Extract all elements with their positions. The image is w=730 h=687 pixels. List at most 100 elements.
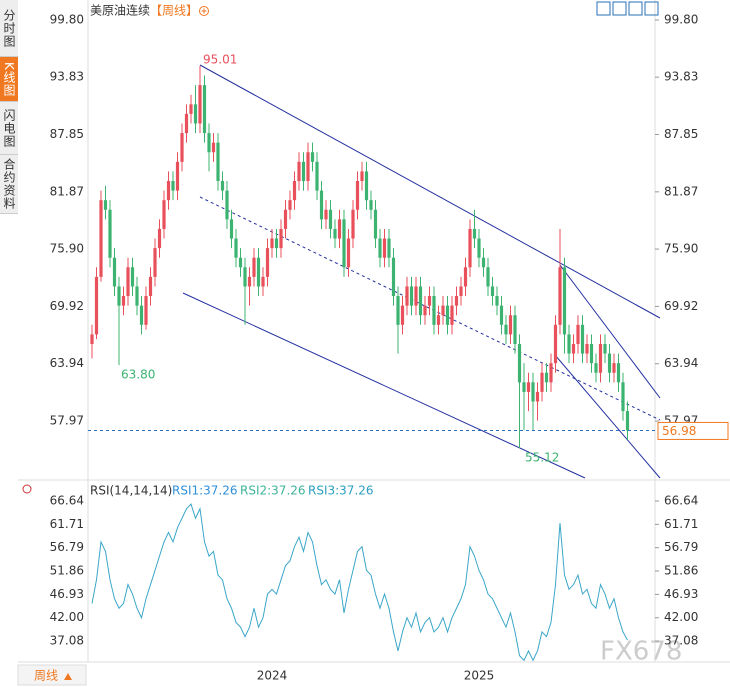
candle-body (436, 315, 441, 325)
y-tick-label: 57.97 (50, 413, 84, 427)
candle-body (400, 305, 405, 325)
candle-body (382, 238, 387, 258)
candle-body (207, 133, 211, 153)
last-price-label: 56.98 (662, 424, 696, 438)
last-price-box (657, 421, 729, 440)
candle-body (499, 305, 504, 325)
x-tick-label: 2024 (257, 669, 288, 683)
candle-body (315, 161, 319, 191)
candle-body (625, 411, 630, 431)
y-tick-label: 99.80 (50, 12, 84, 26)
y-tick-label: 56.79 (664, 540, 698, 554)
y-tick-label: 46.93 (664, 587, 698, 601)
candle-body (373, 209, 378, 239)
x-tick-label: 2025 (464, 669, 495, 683)
candle-body (306, 152, 310, 182)
candle-body (103, 200, 108, 210)
y-tick-label: 75.90 (664, 242, 698, 256)
y-tick-label: 93.83 (50, 70, 84, 84)
candle-body (130, 267, 135, 287)
candle-body (522, 382, 526, 392)
candle-body (531, 382, 535, 402)
trend-line (199, 64, 661, 319)
candle-body (378, 238, 382, 258)
candle-body (540, 372, 544, 392)
candle-body (211, 142, 216, 153)
candle-body (162, 200, 166, 229)
tool-icon[interactable] (644, 1, 659, 16)
candle-body (189, 104, 193, 114)
y-tick-label: 61.71 (664, 517, 698, 531)
tab[interactable]: 分时图 (0, 0, 18, 57)
candle-body (229, 219, 234, 239)
candle-body (558, 267, 562, 325)
candle-body (180, 133, 184, 162)
candle-body (621, 382, 625, 412)
candle-body (216, 142, 220, 182)
candle-body (270, 238, 274, 249)
settings-icon[interactable] (22, 484, 32, 494)
period-button-label[interactable]: 周线 (34, 669, 58, 683)
candle-body (355, 181, 360, 210)
candle-body (589, 343, 594, 364)
price-annotation: 55.12 (525, 451, 559, 465)
indicator-title: RSI(14,14,14) (90, 484, 172, 498)
candle-body (463, 267, 468, 287)
candle-body (252, 257, 256, 277)
y-tick-label: 46.93 (50, 587, 84, 601)
candle-body (432, 296, 436, 325)
candle-body (477, 238, 481, 258)
legend-entry: RSI2:37.26 (240, 484, 306, 498)
toolbar[interactable] (596, 1, 659, 16)
candle-body (427, 296, 432, 306)
trend-line (554, 354, 661, 479)
price-annotation: 63.80 (121, 368, 155, 382)
candle-body (342, 219, 346, 268)
candle-body (166, 181, 171, 201)
candle-body (571, 343, 576, 354)
y-tick-label: 63.94 (50, 356, 84, 370)
add-icon[interactable] (199, 6, 209, 16)
candle-body (405, 286, 409, 306)
tool-icon[interactable] (612, 1, 627, 16)
tool-icon[interactable] (596, 1, 611, 16)
y-tick-label: 87.85 (664, 127, 698, 141)
period-arrow[interactable] (64, 673, 72, 680)
y-tick-label: 51.86 (50, 564, 84, 578)
y-tick-label: 42.00 (50, 610, 84, 624)
candle-body (283, 209, 288, 229)
y-tick-label: 69.92 (664, 299, 698, 313)
candle-body (220, 181, 225, 191)
candle-body (603, 343, 607, 354)
candle-body (261, 276, 265, 287)
candle-body (301, 161, 306, 182)
candle-body (225, 190, 229, 220)
add-icon (201, 8, 207, 14)
candle-body (175, 161, 180, 191)
candle-body (319, 190, 324, 220)
candle-body (445, 305, 450, 325)
candle-body (387, 238, 391, 258)
candle-body (265, 248, 270, 277)
candle-body (486, 267, 490, 287)
candle-body (157, 228, 162, 249)
tool-icon[interactable] (628, 1, 643, 16)
candle-body (238, 257, 243, 268)
y-tick-label: 63.94 (664, 356, 698, 370)
candle-body (364, 171, 369, 201)
candle-body (117, 286, 121, 306)
candle-body (112, 257, 117, 287)
tab[interactable]: K线图 (0, 57, 18, 102)
tab[interactable]: 闪电图 (0, 102, 18, 155)
rsi-line (91, 503, 628, 662)
candle-body (198, 85, 202, 124)
candle-body (346, 238, 351, 268)
candle-body (202, 85, 207, 134)
tab[interactable]: 合约资料 (0, 155, 18, 214)
y-tick-label: 51.86 (664, 564, 698, 578)
y-tick-label: 56.79 (50, 540, 84, 554)
y-tick-label: 87.85 (50, 127, 84, 141)
candle-body (504, 324, 508, 335)
y-tick-label: 69.92 (50, 299, 84, 313)
candle-body (414, 286, 418, 306)
